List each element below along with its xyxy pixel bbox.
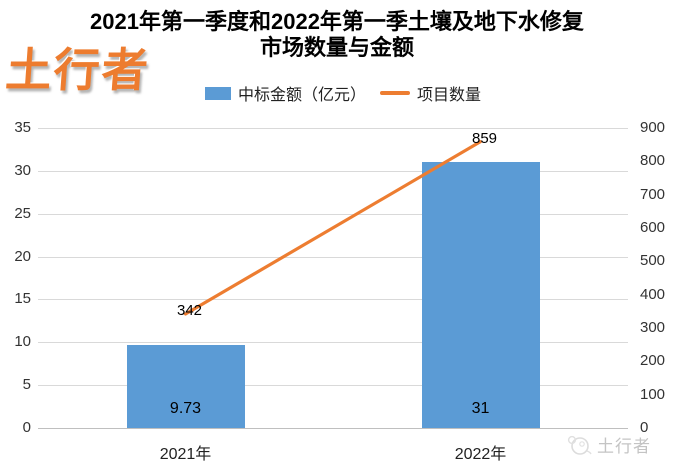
left-axis-tick: 0 [22, 419, 31, 436]
left-axis-tick: 35 [14, 119, 31, 136]
legend-line-label: 项目数量 [417, 87, 482, 104]
legend-line-swatch-icon [380, 91, 410, 95]
legend-item-line: 项目数量 [380, 81, 481, 105]
left-axis-tick: 20 [14, 247, 31, 265]
gridline [38, 213, 628, 215]
line-value-label: 859 [471, 129, 498, 147]
plot-area: 9.73 31 342 859 [38, 128, 628, 429]
x-axis-label: 2021年 [159, 446, 212, 463]
legend-bar-swatch-icon [204, 86, 231, 100]
gridline [38, 428, 628, 429]
watermark-bottom-text: 土行者 [597, 437, 651, 456]
right-axis-tick: 700 [640, 185, 666, 203]
bar-value-label: 9.73 [169, 400, 202, 417]
right-axis-tick: 800 [640, 152, 666, 170]
left-axis-tick: 5 [22, 376, 31, 394]
right-axis-tick: 900 [640, 119, 666, 136]
chart-title: 2021年第一季度和2022年第一季土壤及地下水修复 市场数量与金额 [10, 9, 664, 61]
bar-value-label: 31 [471, 400, 490, 417]
right-axis-tick: 0 [640, 419, 649, 436]
legend-item-bar: 中标金额（亿元） [204, 81, 366, 105]
right-axis-tick: 500 [640, 252, 666, 270]
left-axis-tick: 30 [14, 161, 31, 179]
left-axis-tick: 10 [14, 333, 31, 351]
right-axis-tick: 100 [640, 385, 666, 403]
right-axis-tick: 300 [640, 319, 666, 336]
left-axis-tick: 15 [14, 290, 31, 308]
watermark-logo-icon [567, 435, 592, 455]
gridline [38, 342, 628, 344]
legend: 中标金额（亿元） 项目数量 [6, 81, 674, 105]
right-axis-tick: 200 [640, 352, 666, 370]
gridline [38, 385, 628, 387]
right-axis-tick: 400 [640, 285, 666, 303]
x-axis-label: 2022年 [454, 446, 507, 463]
left-axis-tick: 25 [14, 204, 31, 222]
right-axis-tick: 600 [640, 219, 666, 236]
chart-title-line2: 市场数量与金额 [259, 35, 414, 60]
gridline [38, 299, 628, 301]
bar [421, 162, 540, 428]
watermark-top-left: 土行者 [3, 44, 152, 96]
bar [126, 344, 245, 428]
gridline [38, 256, 628, 258]
gridline [38, 128, 628, 129]
gridline [38, 170, 628, 172]
legend-bar-label: 中标金额（亿元） [237, 87, 366, 104]
line-series [183, 140, 483, 316]
line-value-label: 342 [176, 302, 203, 319]
chart-title-line1: 2021年第一季度和2022年第一季土壤及地下水修复 [90, 9, 584, 34]
watermark-bottom-right: 土行者 [565, 432, 651, 457]
